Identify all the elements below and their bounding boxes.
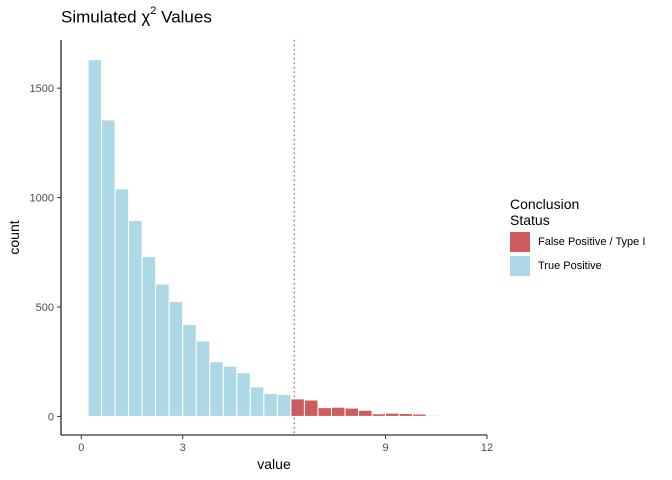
bar-false-positive <box>330 406 346 417</box>
bar-true-positive <box>168 301 184 417</box>
chart-title: Simulated χ2 Values <box>61 5 212 28</box>
bar-true-positive <box>87 59 103 417</box>
x-tick-label: 9 <box>383 442 389 454</box>
legend: Conclusion Status False Positive / Type … <box>510 196 645 276</box>
legend-item-true-positive: True Positive <box>510 256 645 276</box>
bar-false-positive <box>290 398 305 417</box>
bar-false-positive <box>317 407 332 417</box>
bar-false-positive <box>371 413 387 417</box>
x-tick-label: 3 <box>180 442 186 454</box>
bar-true-positive <box>101 119 116 417</box>
bar-false-positive <box>344 407 360 417</box>
bar-true-positive <box>141 256 157 417</box>
y-tick-label: 0 <box>48 411 54 423</box>
bar-true-positive <box>195 340 211 417</box>
bar-true-positive <box>236 372 251 417</box>
bar-true-positive <box>209 361 224 417</box>
bar-false-positive <box>358 409 373 417</box>
bar-true-positive <box>114 188 130 417</box>
title-chi-symbol: χ <box>141 7 151 27</box>
x-tick-label: 0 <box>78 442 84 454</box>
legend-key-true-positive <box>510 256 530 276</box>
title-prefix: Simulated <box>61 7 142 27</box>
bar-true-positive <box>249 386 265 417</box>
bar-false-positive <box>439 415 454 417</box>
bar-false-positive <box>425 414 441 417</box>
bar-true-positive <box>155 283 170 417</box>
y-tick-label: 1500 <box>30 83 54 95</box>
title-suffix: Values <box>156 7 212 27</box>
bar-false-positive <box>385 412 400 417</box>
legend-key-false-positive <box>510 232 530 252</box>
legend-title: Conclusion Status <box>510 196 580 228</box>
bar-true-positive <box>222 365 238 417</box>
legend-item-false-positive: False Positive / Type I <box>510 232 645 252</box>
title-superscript: 2 <box>150 5 157 17</box>
bar-true-positive <box>263 392 278 417</box>
bar-true-positive <box>276 394 292 417</box>
y-tick-label: 1000 <box>30 193 54 205</box>
bar-false-positive <box>303 399 319 417</box>
y-tick-label: 500 <box>36 302 54 314</box>
bar-false-positive <box>398 413 414 417</box>
legend-label-true-positive: True Positive <box>538 260 602 272</box>
bar-false-positive <box>412 413 427 417</box>
x-axis-title: value <box>257 456 291 472</box>
y-axis-title: count <box>6 220 22 254</box>
bar-true-positive <box>128 220 143 417</box>
legend-label-false-positive: False Positive / Type I <box>538 236 646 248</box>
x-tick-label: 12 <box>481 442 493 454</box>
bar-true-positive <box>182 323 197 417</box>
bar-false-positive <box>452 415 468 418</box>
